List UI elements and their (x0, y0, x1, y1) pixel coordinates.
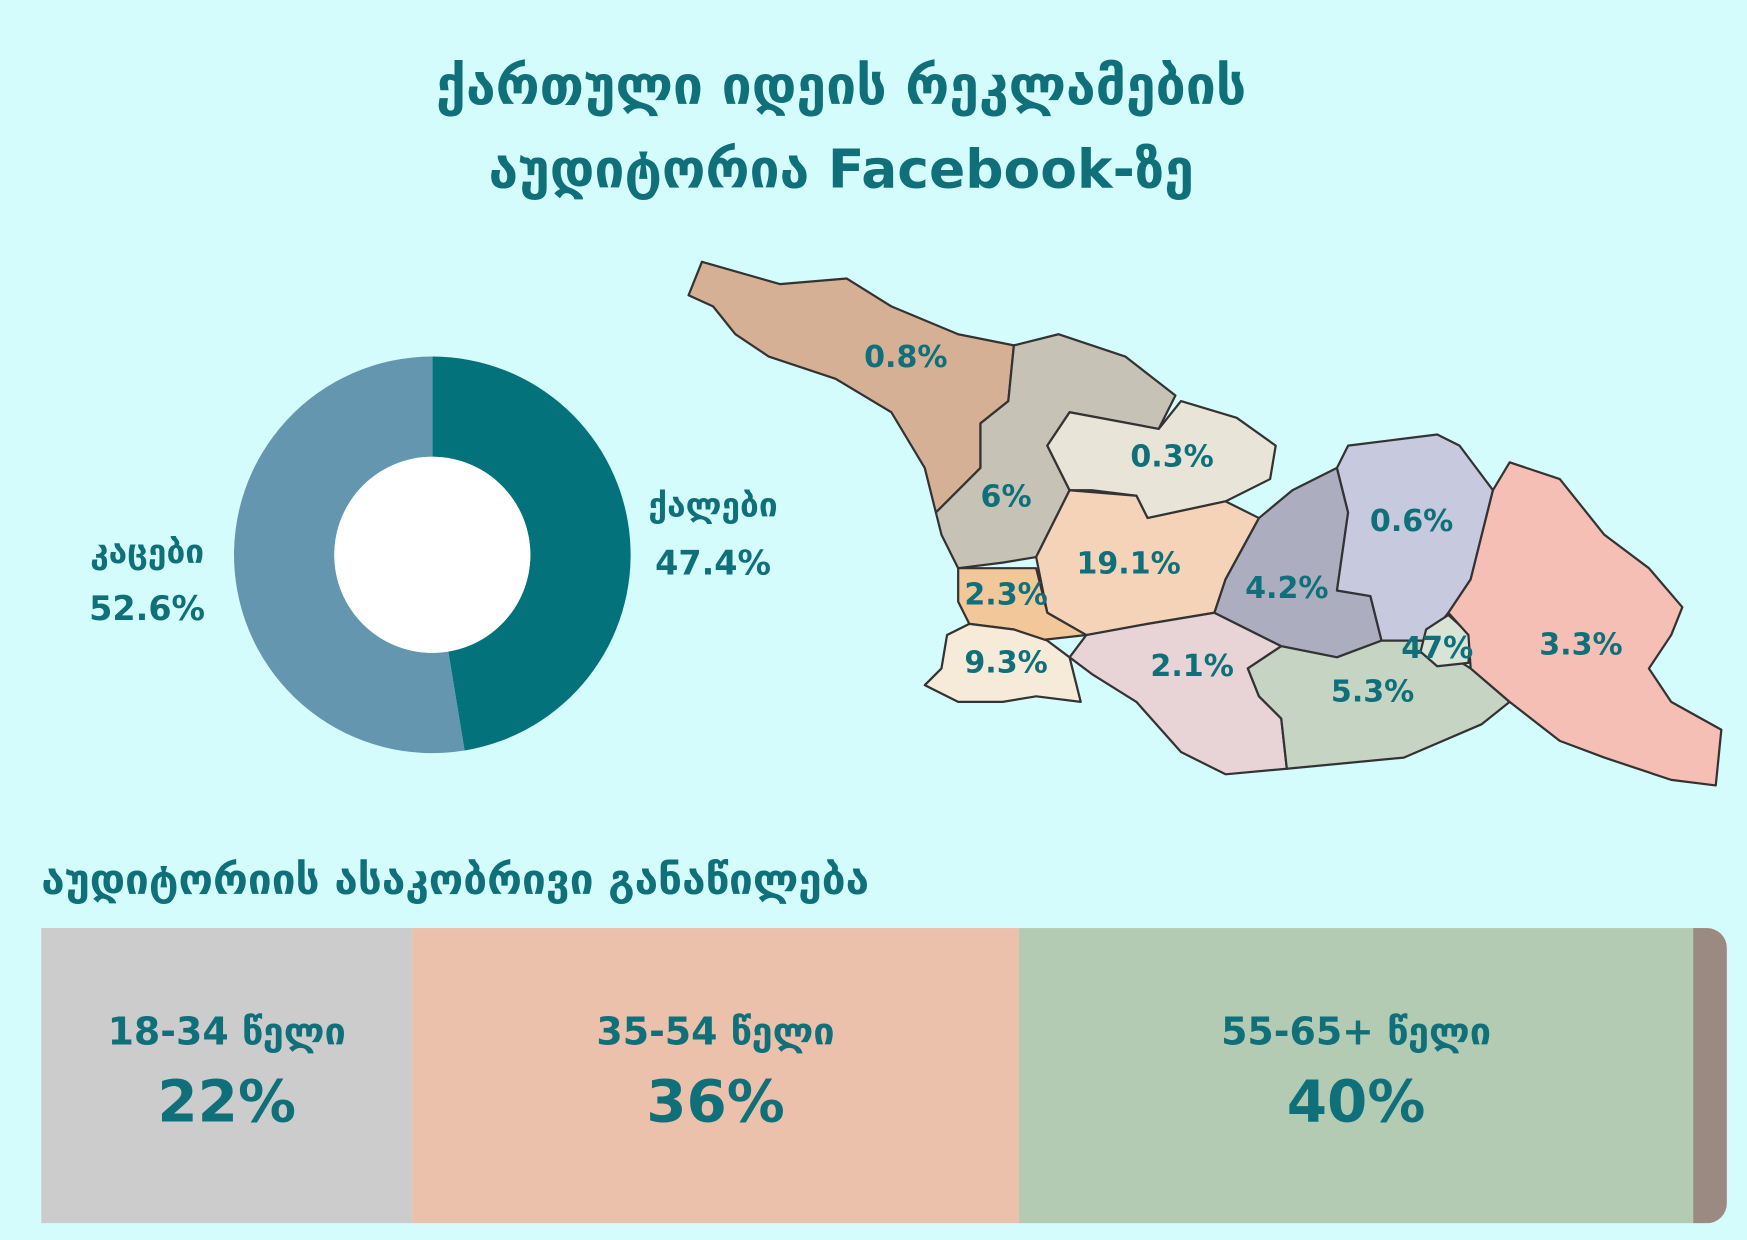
legend-label: კაცები (90, 532, 204, 571)
segment-category: 18-34 წელი (108, 1009, 346, 1053)
segment-value: 40% (1287, 1067, 1426, 1135)
legend-label: ქალები (648, 485, 777, 524)
segment-category: 55-65+ წელი (1221, 1009, 1491, 1053)
segment-value: 22% (157, 1067, 296, 1135)
segment-category: 35-54 წელი (596, 1009, 834, 1053)
donut-slice (432, 356, 631, 751)
region (923, 622, 1082, 704)
region (1447, 461, 1723, 787)
section-title: აუდიტორიის ასაკობრივი განაწილება (41, 855, 869, 904)
region-label: 0.3% (1130, 439, 1213, 474)
bar-segment (1693, 928, 1727, 1224)
segment-value: 36% (646, 1067, 785, 1135)
region-label: 9.3% (964, 646, 1047, 681)
region-label: 2.3% (964, 578, 1047, 613)
donut-slice (234, 356, 465, 754)
region-label: 2.1% (1150, 649, 1233, 684)
region-label: 47% (1401, 631, 1473, 666)
region-label: 0.6% (1370, 504, 1453, 539)
title-line: აუდიტორია Facebook-ზე (489, 137, 1194, 200)
bar-segment (412, 928, 1019, 1224)
region-label: 5.3% (1331, 674, 1414, 709)
title-line: ქართული იდეის რეკლამების (436, 54, 1246, 117)
bar-segment (1018, 928, 1694, 1224)
region-label: 6% (981, 480, 1032, 515)
value-label: 47.4% (655, 543, 771, 582)
bar-segment (41, 928, 413, 1224)
region-label: 3.3% (1539, 628, 1622, 663)
donut-hole (334, 456, 531, 653)
region (1419, 613, 1472, 668)
map (687, 260, 1723, 787)
value-label: 52.6% (89, 589, 205, 628)
region-label: 0.8% (864, 340, 947, 375)
region-label: 19.1% (1076, 546, 1180, 581)
region-label: 4.2% (1245, 571, 1328, 606)
